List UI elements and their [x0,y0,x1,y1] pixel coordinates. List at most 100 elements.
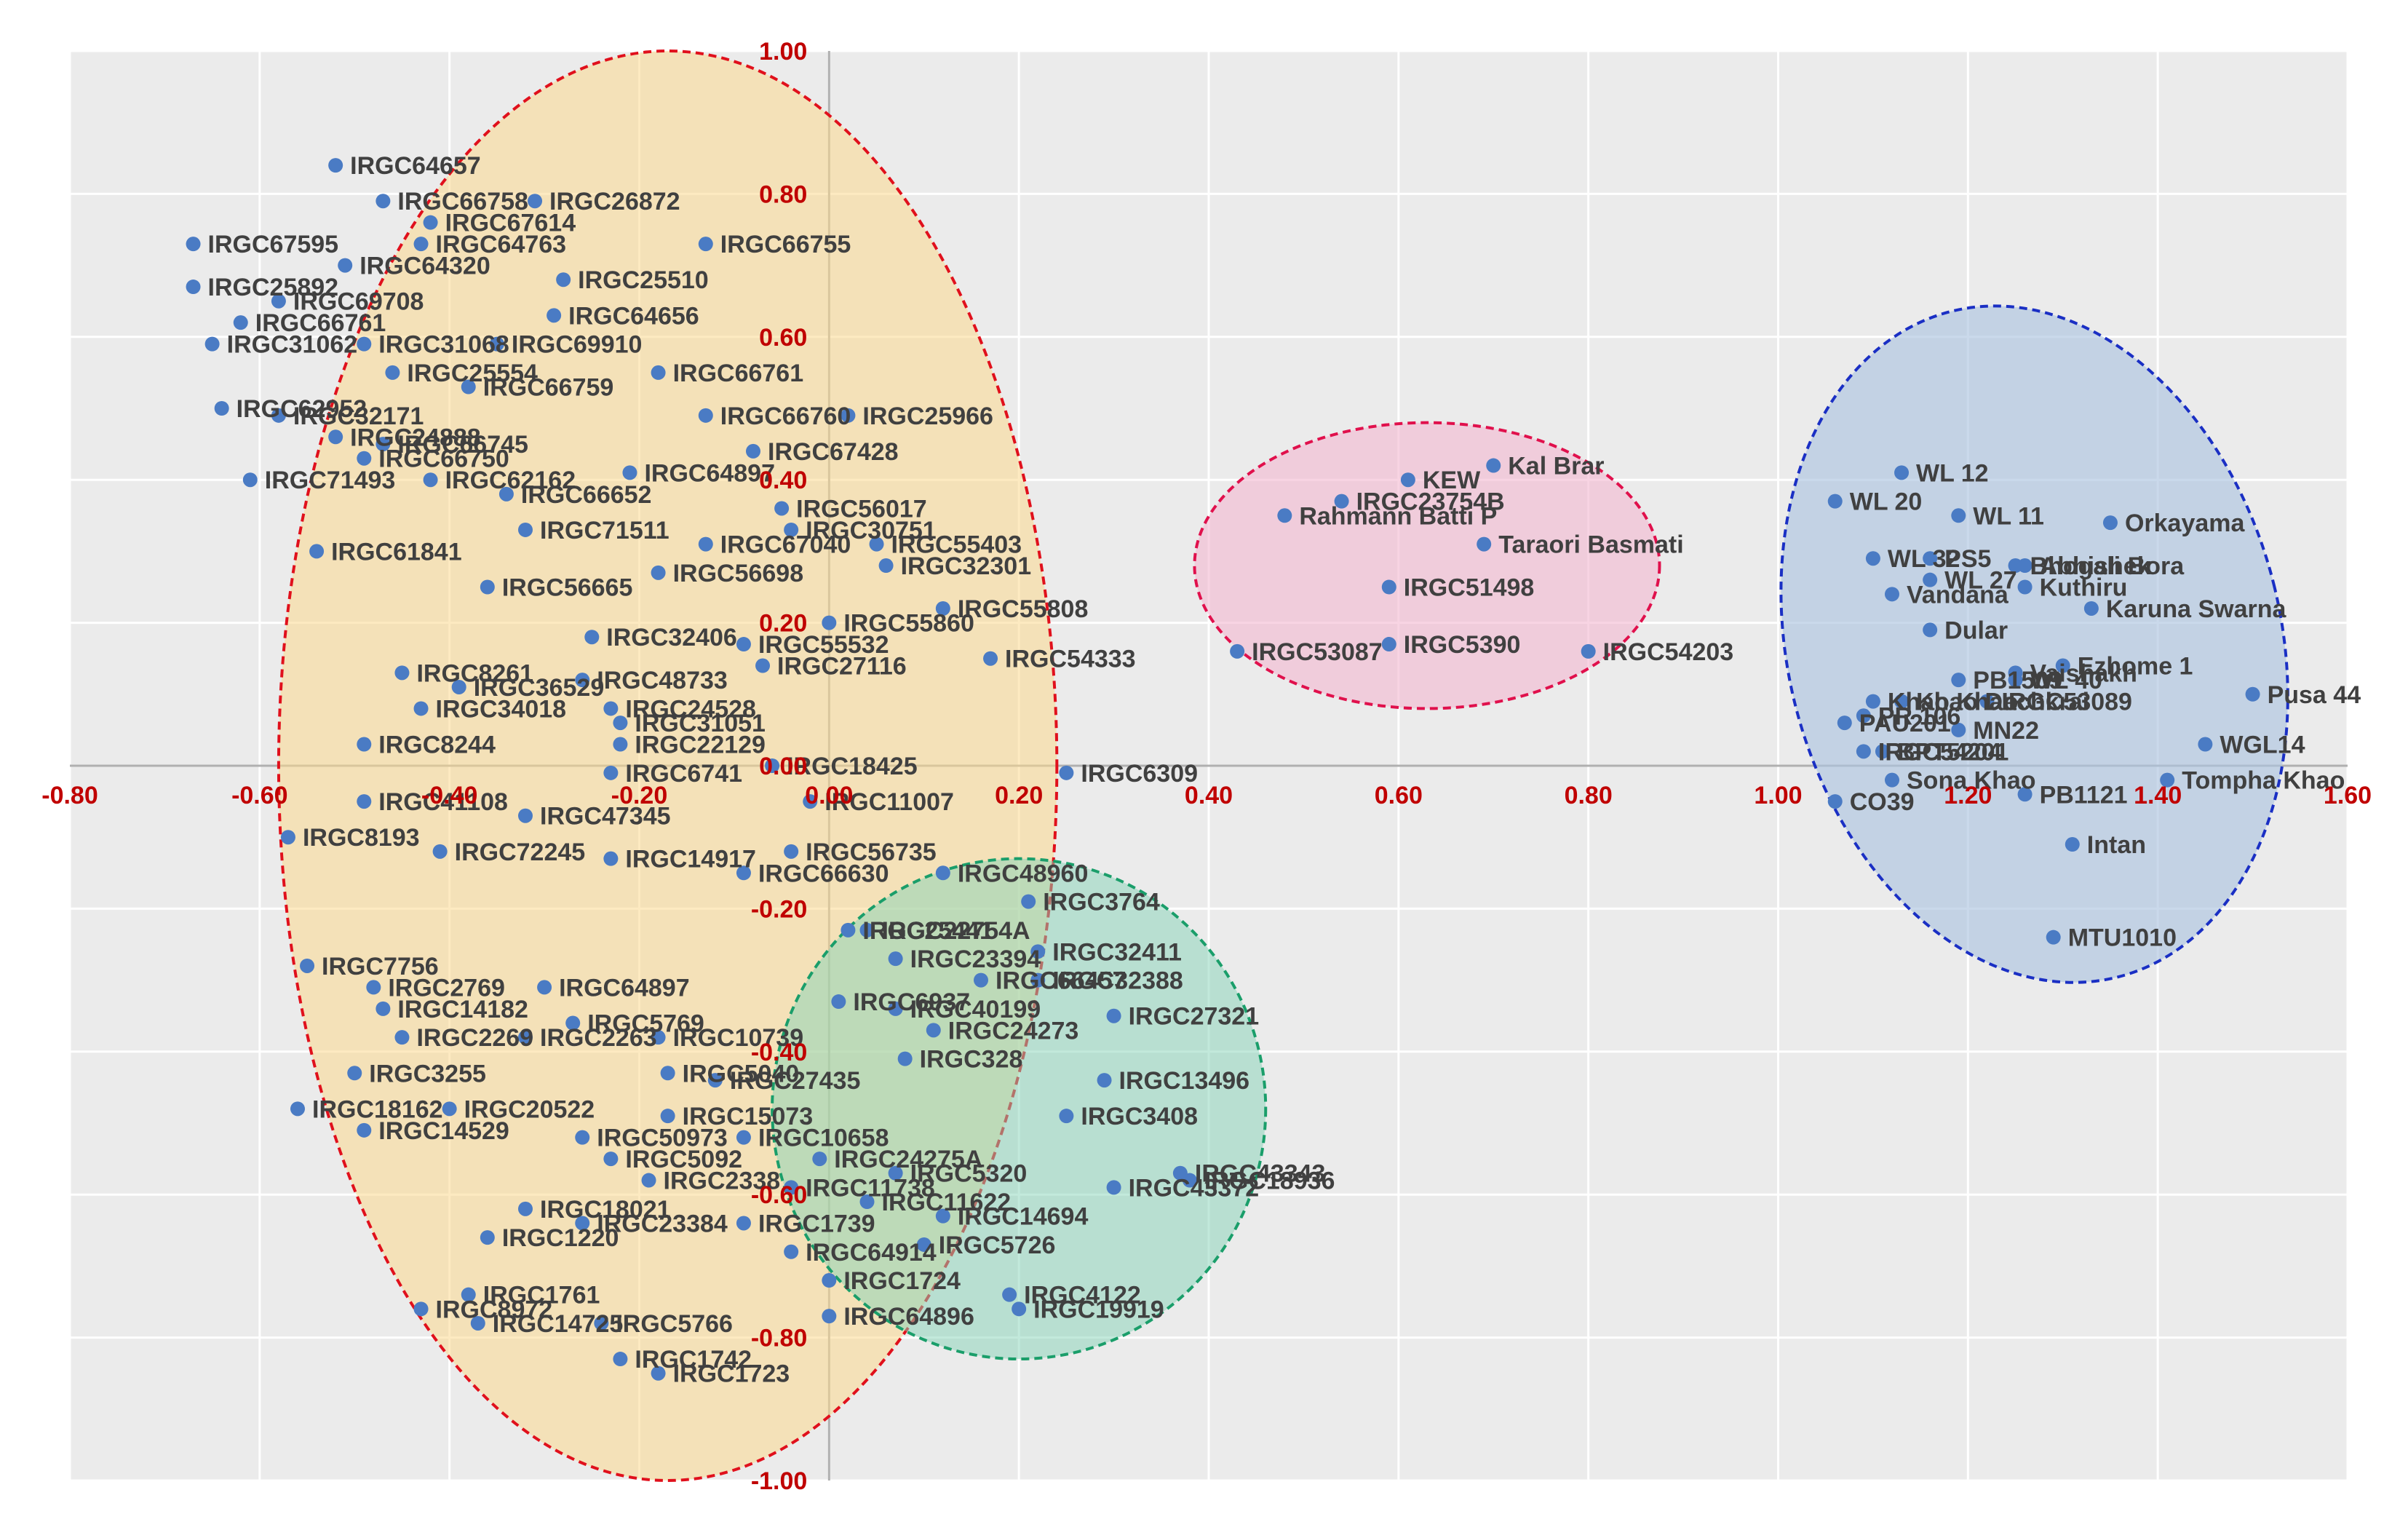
data-point [1923,551,1938,566]
data-point [357,737,372,752]
point-label: IRGC31051 [635,710,766,737]
data-point [204,336,220,352]
data-point [974,972,988,988]
point-label: IRGC64656 [568,302,699,330]
point-label: IRGC41108 [378,788,508,816]
data-point [2008,673,2023,688]
data-point [575,673,590,688]
point-label: IRGC24275A [834,1146,982,1173]
point-label: IRGC7756 [322,953,439,980]
data-point [1951,722,1966,737]
point-label: IRGC47345 [540,803,671,831]
point-label: Bhogali Bora [2030,552,2185,580]
data-point [2055,658,2070,673]
point-label: IRGC27321 [1129,1003,1260,1031]
point-label: IRGC64896 [843,1303,974,1331]
data-point [1059,1109,1074,1124]
data-point [1837,716,1852,731]
point-label: IRGC20522 [464,1095,595,1123]
point-label: IRGC64657 [350,152,481,180]
point-label: IRGC14917 [625,846,756,873]
data-point [385,365,400,380]
data-point [1923,572,1938,587]
point-label: IRGC48733 [597,667,728,694]
data-point [1875,744,1890,759]
tick-labels: -0.80 -0.60 -0.40 -0.20 0.00 0.20 0.40 0.60 0.80… [41,38,2372,1495]
data-point [186,237,201,252]
point-label: IRGC51498 [1404,574,1535,602]
point-label: IRGC62162 [445,467,576,494]
point-label: IRGC18936 [1204,1168,1335,1195]
point-label: WL 12 [1916,459,1989,487]
point-label: PB1121 [2040,781,2128,809]
data-point [480,579,495,595]
data-point [518,1201,533,1216]
data-point [2083,600,2099,616]
data-point [498,486,514,502]
data-point [613,716,628,731]
point-label: IRGC69708 [293,288,424,316]
data-point [1182,1173,1197,1188]
data-point [859,1194,875,1210]
data-point [1277,508,1292,523]
x-tick-label: 0.80 [1565,782,1613,809]
data-point [926,1023,941,1038]
data-point [1581,643,1596,659]
data-point [2017,579,2033,595]
point-label: Khao Dachkrai [1916,689,2089,716]
data-point [1827,494,1843,509]
point-label: Tompha Khao [2182,767,2345,795]
point-label: IRGC32301 [901,552,1032,580]
data-point [2017,787,2033,802]
data-point [280,830,295,845]
data-point [1400,472,1415,488]
point-label: IRGC1220 [502,1224,619,1252]
point-label: IRGC27435 [730,1067,861,1095]
data-point [1856,708,1871,724]
data-point [347,1066,362,1081]
point-label: Taraori Basmati [1498,531,1683,559]
point-label: IRGC64763 [436,231,567,258]
data-point [357,1122,372,1138]
data-point [584,630,600,645]
point-label: WL 40 [2030,667,2103,694]
point-label: IRGC72245 [455,839,586,866]
y-tick-label: 0.40 [759,467,807,494]
point-label: IRGC56698 [673,560,804,587]
point-label: IRGC66759 [483,374,614,402]
point-label: IRGC66761 [255,309,386,337]
data-point [935,1208,950,1224]
point-label: Dular [1944,617,2008,644]
data-point [1979,694,1995,709]
data-point [594,1315,609,1331]
data-point [1097,1073,1112,1088]
data-point [537,980,552,995]
data-point [660,1066,675,1081]
y-tick-label: 0.20 [759,610,807,638]
data-point [736,637,751,652]
data-point [2245,686,2260,702]
point-label: IRGC56735 [806,839,937,866]
data-point [841,408,856,423]
data-point [935,600,950,616]
point-label: Vandana [1907,581,2009,609]
data-point [784,1180,799,1195]
point-label: IRGC6937 [853,988,970,1016]
data-point [622,465,637,480]
y-tick-label: 0.60 [759,324,807,352]
data-point [660,1109,675,1124]
point-label: Sona Khao [1907,767,2036,795]
point-label: IRGC25441 [862,917,993,945]
data-point [1865,551,1880,566]
point-label: Kuthiru [2040,574,2128,602]
data-points [186,158,2260,1381]
data-point [651,1365,666,1381]
point-label: IRGC53089 [2001,689,2132,716]
point-label: IRGC5390 [1404,631,1521,659]
point-label: IRGC14725 [493,1310,624,1338]
point-label: IRGC56017 [796,495,927,523]
point-label: IRGC43343 [1195,1160,1326,1188]
point-label: Khao Khao [1888,689,2018,716]
point-label: IRGC25892 [208,274,339,301]
point-label: IRGC61841 [331,538,462,566]
